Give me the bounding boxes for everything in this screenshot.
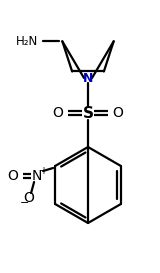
Text: S: S <box>83 105 93 120</box>
Text: −: − <box>19 198 29 208</box>
Text: O: O <box>24 191 35 205</box>
Text: +: + <box>39 166 47 176</box>
Text: O: O <box>53 106 63 120</box>
Text: H₂N: H₂N <box>16 35 38 48</box>
Text: N: N <box>32 169 42 183</box>
Text: O: O <box>8 169 19 183</box>
Text: N: N <box>83 72 93 85</box>
Text: O: O <box>113 106 123 120</box>
